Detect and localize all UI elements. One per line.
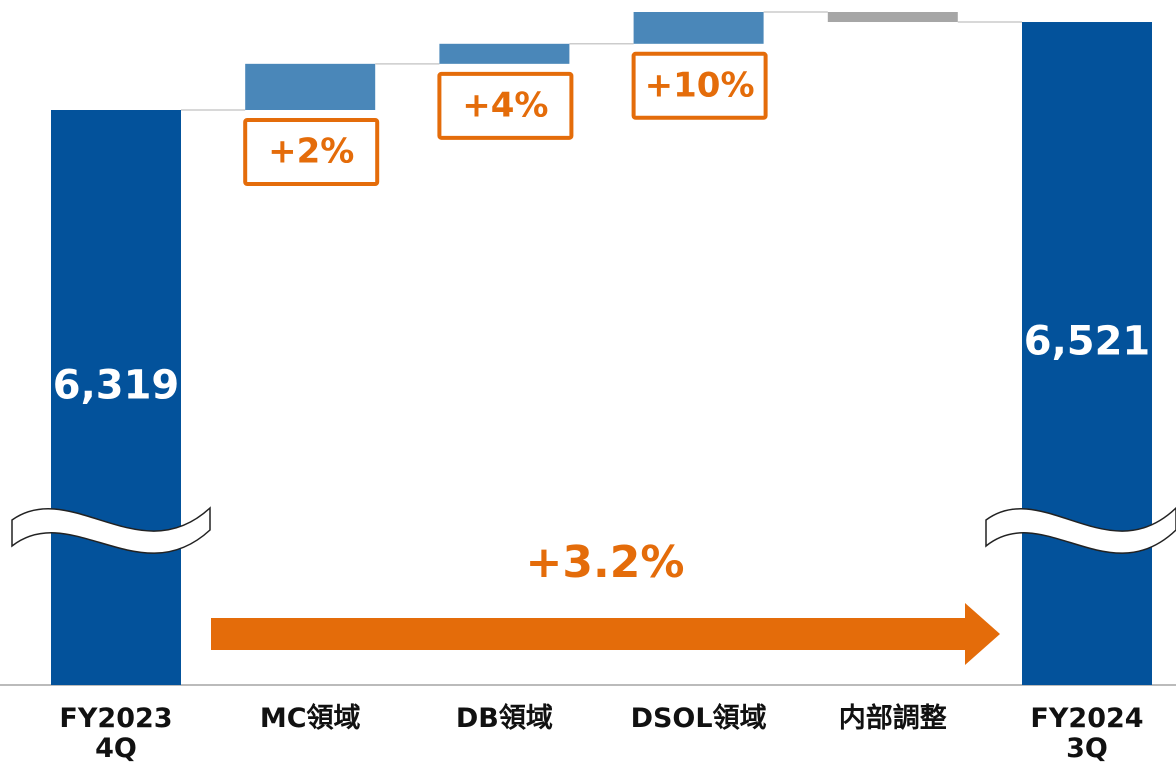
axis-break xyxy=(11,506,211,554)
axis-break xyxy=(985,506,1176,554)
change-label: +4% xyxy=(462,85,548,125)
change-box xyxy=(631,51,768,120)
change-box xyxy=(437,71,574,140)
delta-bar xyxy=(245,63,376,110)
total-bar xyxy=(1022,22,1152,686)
x-tick-label: FY2024 3Q xyxy=(1030,703,1144,764)
arrow xyxy=(211,603,1000,665)
x-tick-label: FY2023 4Q xyxy=(59,703,173,764)
value-label: 6,521 xyxy=(1024,319,1151,365)
x-tick-label: 内部調整 xyxy=(838,703,947,734)
delta-bar xyxy=(439,43,570,64)
delta-bar xyxy=(827,12,958,23)
x-tick-label: DSOL領域 xyxy=(630,703,767,734)
total-bar xyxy=(51,110,181,685)
value-label: 6,319 xyxy=(53,363,180,409)
change-label: +2% xyxy=(268,132,354,172)
x-tick-label: MC領域 xyxy=(259,703,361,734)
change-label: +10% xyxy=(645,65,755,105)
total-change-label: +3.2% xyxy=(526,537,685,588)
x-tick-label: DB領域 xyxy=(455,703,553,734)
delta-bar xyxy=(633,12,764,44)
change-box xyxy=(243,118,380,186)
